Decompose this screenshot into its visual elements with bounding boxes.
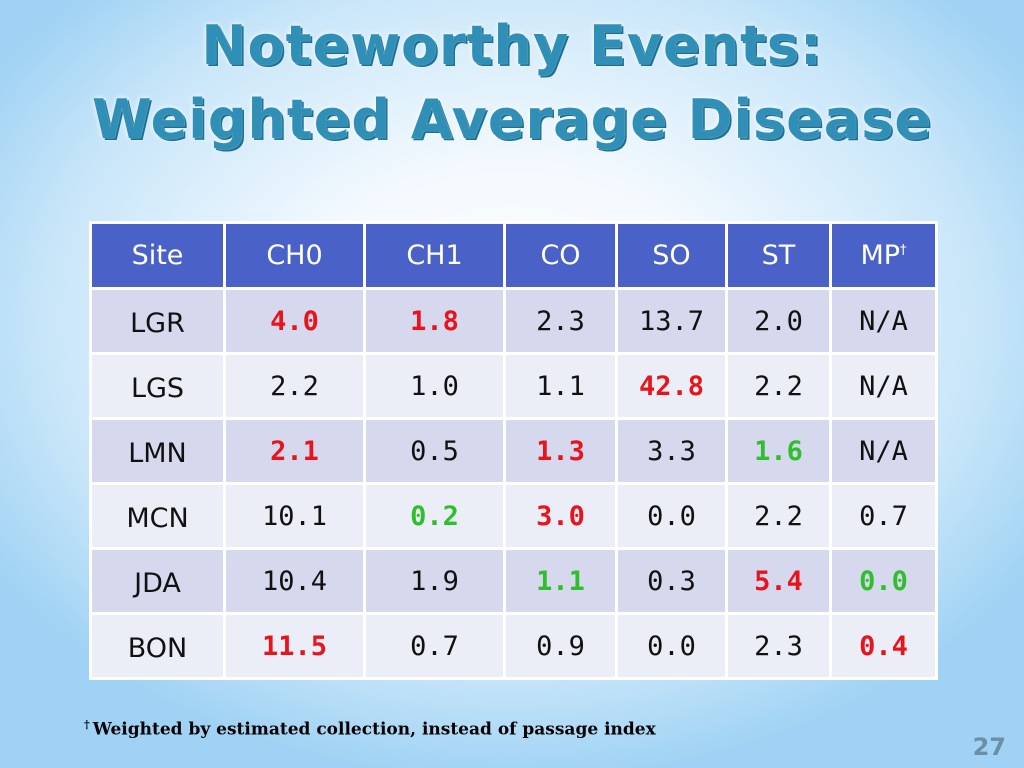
- table-row: MCN 10.1 0.2 3.0 0.0 2.2 0.7: [89, 482, 938, 550]
- value-cell: 3.0: [503, 482, 618, 550]
- value-cell: 1.9: [363, 547, 506, 615]
- slide-title-line2: Weighted Average Disease: [92, 88, 932, 151]
- header-so: SO: [615, 221, 728, 290]
- header-mp: MP†: [829, 221, 938, 290]
- value-cell: N/A: [829, 287, 938, 355]
- footnote-text: Weighted by estimated collection, instea…: [92, 719, 656, 740]
- slide-title-line1: Noteworthy Events:: [201, 14, 823, 77]
- value-cell: 2.1: [223, 417, 366, 485]
- header-co: CO: [503, 221, 618, 290]
- value-cell: 0.0: [829, 547, 938, 615]
- page-number: 27: [972, 733, 1006, 761]
- value-cell: 1.1: [503, 352, 618, 420]
- value-cell: 1.0: [363, 352, 506, 420]
- value-cell: 4.0: [223, 287, 366, 355]
- value-cell: 0.3: [615, 547, 728, 615]
- value-cell: 0.2: [363, 482, 506, 550]
- value-cell: N/A: [829, 417, 938, 485]
- value-cell: 0.0: [615, 482, 728, 550]
- table-header-row: Site CH0 CH1 CO SO ST MP†: [89, 221, 938, 290]
- value-cell: 2.3: [503, 287, 618, 355]
- value-cell: 13.7: [615, 287, 728, 355]
- site-cell: MCN: [89, 482, 226, 550]
- value-cell: 2.2: [223, 352, 366, 420]
- table-row: LGR 4.0 1.8 2.3 13.7 2.0 N/A: [89, 287, 938, 355]
- value-cell: 1.8: [363, 287, 506, 355]
- value-cell: 2.0: [725, 287, 832, 355]
- table-row: BON 11.5 0.7 0.9 0.0 2.3 0.4: [89, 612, 938, 680]
- value-cell: 0.0: [615, 612, 728, 680]
- table-row: JDA 10.4 1.9 1.1 0.3 5.4 0.0: [89, 547, 938, 615]
- value-cell: 11.5: [223, 612, 366, 680]
- value-cell: 0.7: [363, 612, 506, 680]
- header-st: ST: [725, 221, 832, 290]
- value-cell: 2.2: [725, 352, 832, 420]
- value-cell: 0.4: [829, 612, 938, 680]
- value-cell: 10.4: [223, 547, 366, 615]
- value-cell: 1.6: [725, 417, 832, 485]
- site-cell: BON: [89, 612, 226, 680]
- value-cell: 2.3: [725, 612, 832, 680]
- value-cell: N/A: [829, 352, 938, 420]
- value-cell: 0.5: [363, 417, 506, 485]
- site-cell: LMN: [89, 417, 226, 485]
- value-cell: 1.1: [503, 547, 618, 615]
- site-cell: JDA: [89, 547, 226, 615]
- footnote-mark: †: [84, 718, 90, 731]
- site-cell: LGR: [89, 287, 226, 355]
- value-cell: 3.3: [615, 417, 728, 485]
- footnote: † Weighted by estimated collection, inste…: [84, 718, 656, 740]
- value-cell: 1.3: [503, 417, 618, 485]
- table-row: LMN 2.1 0.5 1.3 3.3 1.6 N/A: [89, 417, 938, 485]
- disease-table: Site CH0 CH1 CO SO ST MP† LGR 4.0 1.8 2.3 13…: [89, 221, 938, 680]
- table-row: LGS 2.2 1.0 1.1 42.8 2.2 N/A: [89, 352, 938, 420]
- value-cell: 0.9: [503, 612, 618, 680]
- value-cell: 2.2: [725, 482, 832, 550]
- value-cell: 42.8: [615, 352, 728, 420]
- site-cell: LGS: [89, 352, 226, 420]
- value-cell: 5.4: [725, 547, 832, 615]
- dagger-mark: †: [900, 243, 907, 258]
- header-site: Site: [89, 221, 226, 290]
- header-ch0: CH0: [223, 221, 366, 290]
- value-cell: 0.7: [829, 482, 938, 550]
- header-ch1: CH1: [363, 221, 506, 290]
- value-cell: 10.1: [223, 482, 366, 550]
- header-mp-label: MP: [860, 240, 901, 271]
